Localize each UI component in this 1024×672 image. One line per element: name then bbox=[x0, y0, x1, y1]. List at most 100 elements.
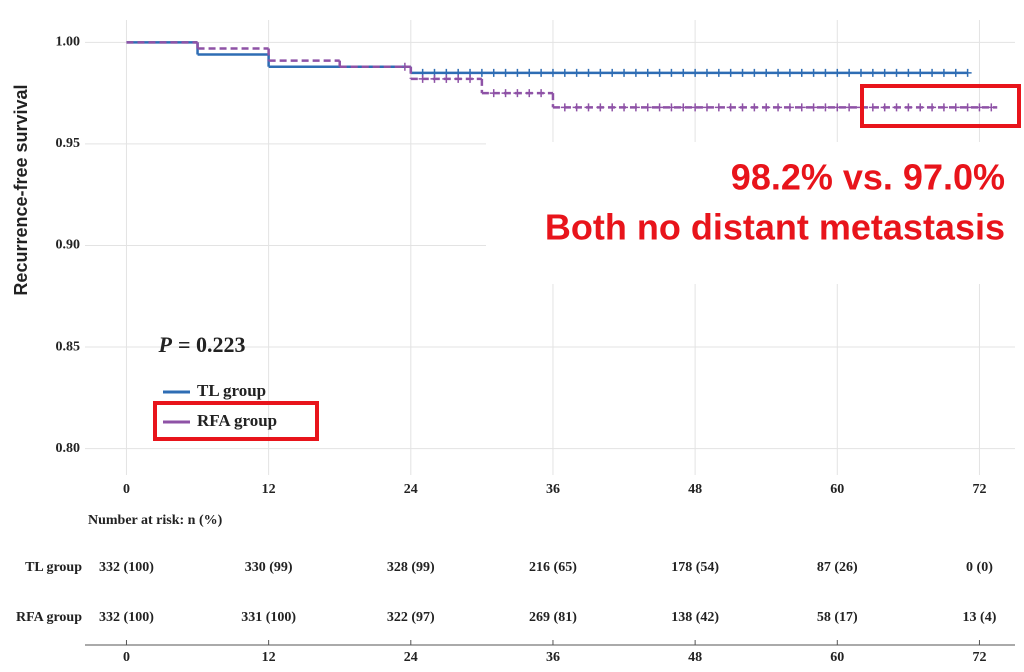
censor-mark bbox=[939, 103, 948, 112]
y-tick-label: 0.95 bbox=[56, 136, 81, 151]
censor-mark bbox=[691, 68, 700, 77]
y-axis-title: Recurrence-free survival bbox=[11, 84, 31, 295]
censor-mark bbox=[856, 68, 865, 77]
censor-mark bbox=[430, 74, 439, 83]
censor-mark bbox=[738, 103, 747, 112]
censor-mark bbox=[608, 68, 617, 77]
risk-value: 178 (54) bbox=[671, 560, 719, 575]
x-tick-label: 72 bbox=[972, 650, 986, 665]
censor-mark bbox=[868, 103, 877, 112]
censor-mark bbox=[928, 68, 937, 77]
censor-mark bbox=[916, 68, 925, 77]
highlight-box bbox=[860, 84, 1021, 128]
censor-mark bbox=[537, 68, 546, 77]
censor-mark bbox=[809, 68, 818, 77]
risk-value: 332 (100) bbox=[99, 560, 154, 575]
y-tick-label: 0.80 bbox=[56, 441, 81, 456]
plot bbox=[126, 41, 998, 112]
censor-mark bbox=[477, 68, 486, 77]
risk-value: 332 (100) bbox=[99, 610, 154, 625]
censor-mark bbox=[679, 103, 688, 112]
censor-mark bbox=[513, 68, 522, 77]
risk-row-label: RFA group bbox=[16, 610, 82, 625]
censor-mark bbox=[762, 103, 771, 112]
risk-table-title: Number at risk: n (%) bbox=[88, 513, 223, 528]
censor-mark bbox=[809, 103, 818, 112]
censor-mark bbox=[750, 68, 759, 77]
censor-mark bbox=[714, 68, 723, 77]
censor-mark bbox=[880, 103, 889, 112]
censor-mark bbox=[631, 68, 640, 77]
censor-mark bbox=[726, 68, 735, 77]
censor-mark bbox=[762, 68, 771, 77]
x-tick-label: 24 bbox=[404, 482, 418, 497]
risk-value: 322 (97) bbox=[387, 610, 435, 625]
censor-mark bbox=[785, 103, 794, 112]
censor-mark bbox=[655, 103, 664, 112]
censor-mark bbox=[892, 103, 901, 112]
p-symbol: P bbox=[158, 332, 173, 357]
censor-mark bbox=[987, 103, 996, 112]
censor-mark bbox=[833, 103, 842, 112]
censor-mark bbox=[501, 68, 510, 77]
censor-mark bbox=[750, 103, 759, 112]
legend-label: TL group bbox=[197, 381, 266, 400]
censor-mark bbox=[774, 68, 783, 77]
censor-mark bbox=[821, 68, 830, 77]
x-tick-label: 0 bbox=[123, 482, 130, 497]
risk-value: 269 (81) bbox=[529, 610, 577, 625]
censor-mark bbox=[714, 103, 723, 112]
censor-mark bbox=[548, 68, 557, 77]
censor-mark bbox=[963, 68, 972, 77]
censor-mark bbox=[939, 68, 948, 77]
x-tick-label: 60 bbox=[830, 482, 844, 497]
censor-mark bbox=[525, 89, 534, 98]
censor-mark bbox=[643, 103, 652, 112]
censor-mark bbox=[608, 103, 617, 112]
legend-label: RFA group bbox=[197, 411, 277, 430]
censor-mark bbox=[833, 68, 842, 77]
censor-mark bbox=[584, 68, 593, 77]
censor-mark bbox=[691, 103, 700, 112]
censor-mark bbox=[774, 103, 783, 112]
x-tick-label: 60 bbox=[830, 650, 844, 665]
censor-mark bbox=[726, 103, 735, 112]
risk-value: 330 (99) bbox=[245, 560, 293, 575]
censor-mark bbox=[702, 103, 711, 112]
censor-mark bbox=[892, 68, 901, 77]
risk-value: 0 (0) bbox=[966, 560, 993, 575]
censor-mark bbox=[868, 68, 877, 77]
censor-mark bbox=[702, 68, 711, 77]
risk-value: 216 (65) bbox=[529, 560, 577, 575]
risk-value: 331 (100) bbox=[241, 610, 296, 625]
censor-mark bbox=[904, 68, 913, 77]
censor-mark bbox=[584, 103, 593, 112]
censor-mark bbox=[442, 74, 451, 83]
censor-mark bbox=[797, 68, 806, 77]
censor-mark bbox=[667, 68, 676, 77]
censor-mark bbox=[572, 103, 581, 112]
annotation: Both no distant metastasis bbox=[545, 207, 1005, 248]
x-tick-label: 72 bbox=[972, 482, 986, 497]
censor-mark bbox=[845, 68, 854, 77]
annotation: 98.2% vs. 97.0% bbox=[731, 157, 1005, 198]
censor-mark bbox=[821, 103, 830, 112]
risk-value: 58 (17) bbox=[817, 610, 858, 625]
x-tick-label: 24 bbox=[404, 650, 418, 665]
risk-value: 13 (4) bbox=[963, 610, 997, 625]
censor-mark bbox=[400, 62, 409, 71]
y-tick-label: 0.90 bbox=[56, 238, 81, 253]
x-tick-label: 48 bbox=[688, 650, 702, 665]
censor-mark bbox=[620, 68, 629, 77]
annotation-backdrop bbox=[486, 142, 1018, 284]
x-tick-label: 12 bbox=[262, 650, 276, 665]
censor-mark bbox=[489, 89, 498, 98]
censor-mark bbox=[501, 89, 510, 98]
censor-mark bbox=[975, 103, 984, 112]
censor-mark bbox=[679, 68, 688, 77]
p-value: = 0.223 bbox=[178, 332, 246, 357]
x-tick-label: 12 bbox=[262, 482, 276, 497]
censor-mark bbox=[845, 103, 854, 112]
